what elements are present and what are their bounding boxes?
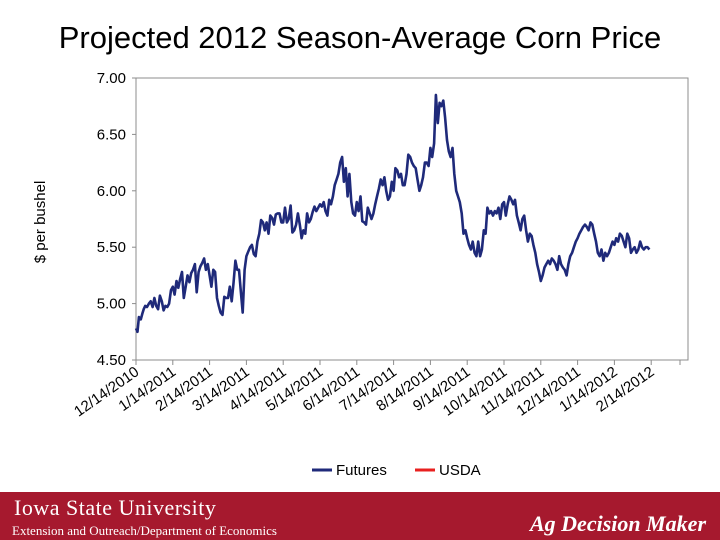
brand-name: Ag Decision Maker [530, 511, 706, 536]
university-name: Iowa State University [14, 495, 217, 520]
y-tick-label: 4.50 [97, 352, 126, 369]
legend: Futures USDA [312, 462, 481, 479]
footer-band [0, 492, 720, 540]
line-chart: 4.505.005.506.006.507.00 12/14/20101/14/… [32, 70, 689, 479]
y-tick-label: 6.00 [97, 183, 126, 200]
y-tick-label: 5.50 [97, 239, 126, 256]
legend-label-usda: USDA [439, 462, 481, 479]
y-tick-label: 7.00 [97, 70, 126, 87]
series-line-futures [134, 93, 651, 334]
y-axis-label: $ per bushel [32, 181, 49, 264]
chart-title: Projected 2012 Season-Average Corn Price [58, 20, 662, 55]
y-tick-label: 5.00 [97, 296, 126, 313]
y-tick-label: 6.50 [97, 126, 126, 143]
legend-label-futures: Futures [336, 462, 387, 479]
department-name: Extension and Outreach/Department of Eco… [12, 523, 277, 538]
plot-area-frame [135, 77, 689, 361]
